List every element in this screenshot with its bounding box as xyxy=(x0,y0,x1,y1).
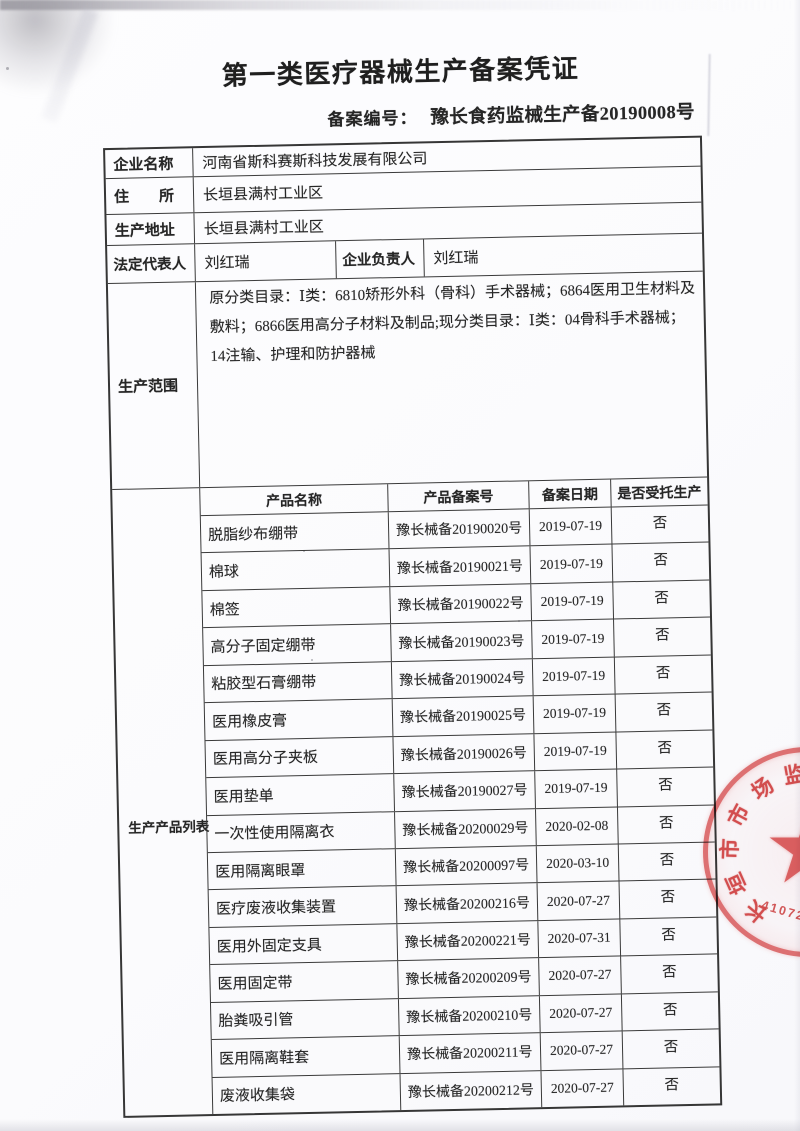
product-name-cell: 高分子固定绷带 xyxy=(210,637,316,657)
filing-number-line: 备案编号： 豫长食药监械生产备20190008号 xyxy=(327,98,695,132)
scan-bottom-edge xyxy=(0,1119,800,1131)
product-date-cell: 2020-02-08 xyxy=(534,806,618,846)
product-name-cell: 医用固定带 xyxy=(217,975,293,993)
official-seal: ★ 长 垣 市 市 场 监 41072 xyxy=(703,747,800,957)
product-name-cell: 医用橡皮膏 xyxy=(211,713,288,731)
seal-ring-char: 监 xyxy=(781,761,800,789)
product-filing-no-cell: 豫长械备20190020号 xyxy=(387,509,530,549)
header-filing-date: 备案日期 xyxy=(528,479,611,509)
scan-speck xyxy=(6,67,9,70)
product-list-label: 生产产品列表 xyxy=(128,819,210,836)
product-entrusted-cell: 否 xyxy=(615,730,714,769)
production-scope-row: 生产范围 原分类目录：Ⅰ类：6810矫形外科（骨科）手术器械；6864医用卫生材… xyxy=(107,270,708,489)
product-entrusted-cell: 否 xyxy=(613,617,711,657)
product-entrusted-cell: 否 xyxy=(616,767,714,806)
product-name-cell: 胎粪吸引管 xyxy=(218,1012,294,1031)
filing-number-value: 豫长食药监械生产备20190008号 xyxy=(430,102,696,129)
scan-corner-shadow xyxy=(0,0,115,95)
header-entrusted: 是否受托生产 xyxy=(610,477,708,507)
production-scope-label: 生产范围 xyxy=(117,378,179,396)
product-filing-no-cell: 豫长械备20200211号 xyxy=(398,1033,541,1073)
product-filing-no-cell: 豫长械备20190021号 xyxy=(388,546,531,587)
product-date-cell: 2019-07-19 xyxy=(531,657,615,696)
residence-label: 住 所 xyxy=(113,188,175,206)
product-date-cell: 2020-03-10 xyxy=(535,844,619,883)
scan-speck xyxy=(311,659,313,661)
product-name-cell: 脱脂纱布绷带 xyxy=(208,525,299,544)
product-name-cell: 废液收集袋 xyxy=(219,1087,296,1106)
product-filing-no-cell: 豫长械备20200029号 xyxy=(394,808,536,849)
scan-speck xyxy=(303,550,305,552)
product-filing-no-cell: 豫长械备20190022号 xyxy=(389,584,532,624)
product-filing-no-cell: 豫长械备20200209号 xyxy=(397,958,539,998)
certificate-table: 企业名称 河南省斯科赛斯科技发展有限公司 住 所 长垣县满村工业区 生产地址 长… xyxy=(103,135,723,1118)
product-name-cell: 医用垫单 xyxy=(213,788,274,806)
product-name-cell: 医用高分子夹板 xyxy=(212,750,319,769)
enterprise-manager-label: 企业负责人 xyxy=(335,239,424,279)
scan-right-edge xyxy=(794,0,800,1131)
header-product-filing-no: 产品备案号 xyxy=(387,481,529,512)
product-date-cell: 2020-07-31 xyxy=(537,919,621,958)
product-entrusted-cell: 否 xyxy=(618,879,717,919)
product-date-cell: 2020-07-27 xyxy=(539,1031,623,1070)
product-name-cell: 棉球 xyxy=(208,564,240,582)
product-date-cell: 2019-07-19 xyxy=(530,582,614,621)
product-entrusted-cell: 否 xyxy=(620,992,719,1031)
filing-number-label: 备案编号： xyxy=(327,108,418,130)
production-address-label: 生产地址 xyxy=(114,222,175,240)
product-filing-no-cell: 豫长械备20190024号 xyxy=(390,658,533,699)
product-entrusted-cell: 否 xyxy=(617,842,716,881)
product-date-cell: 2020-07-27 xyxy=(538,994,622,1033)
product-entrusted-cell: 否 xyxy=(614,692,713,732)
product-date-cell: 2020-07-27 xyxy=(538,956,621,995)
company-name-label: 企业名称 xyxy=(113,156,174,174)
product-filing-no-cell: 豫长械备20190025号 xyxy=(391,696,534,736)
scan-speck xyxy=(518,620,520,622)
product-entrusted-cell: 否 xyxy=(613,655,712,694)
product-entrusted-cell: 否 xyxy=(616,804,715,844)
product-filing-no-cell: 豫长械备20200216号 xyxy=(395,883,538,923)
legal-representative-label: 法定代表人 xyxy=(113,256,187,274)
product-entrusted-cell: 否 xyxy=(621,1029,720,1069)
product-date-cell: 2020-07-27 xyxy=(540,1069,624,1108)
product-filing-no-cell: 豫长械备20200210号 xyxy=(397,995,540,1036)
product-table: 产品名称 产品备案号 备案日期 是否受托生产 脱脂纱布绷带 豫长械备201900… xyxy=(199,477,721,1115)
product-name-cell: 一次性使用隔离衣 xyxy=(214,824,335,844)
product-name-cell: 医用隔离眼罩 xyxy=(215,862,306,881)
product-date-cell: 2019-07-19 xyxy=(528,507,612,546)
product-filing-no-cell: 豫长械备20190027号 xyxy=(393,771,535,811)
red-star-icon: ★ xyxy=(763,798,800,898)
product-entrusted-cell: 否 xyxy=(620,954,718,994)
product-date-cell: 2019-07-19 xyxy=(532,694,616,733)
product-name-cell: 医用外固定支具 xyxy=(216,937,322,956)
seal-ring-char: 市 xyxy=(717,838,743,860)
production-scope-value: 原分类目录：Ⅰ类：6810矫形外科（骨科）手术器械；6864医用卫生材料及敷料；… xyxy=(194,271,708,488)
page-title: 第一类医疗器械生产备案凭证 xyxy=(221,54,580,91)
product-entrusted-cell: 否 xyxy=(622,1066,721,1106)
product-entrusted-cell: 否 xyxy=(611,542,710,582)
header-product-name: 产品名称 xyxy=(265,493,323,510)
legal-representative-value: 刘红瑞 xyxy=(194,241,336,282)
product-name-cell: 医用隔离鞋套 xyxy=(219,1049,310,1068)
product-name-cell: 粘胶型石膏绷带 xyxy=(211,675,317,694)
product-date-cell: 2020-07-27 xyxy=(536,881,620,921)
product-date-cell: 2019-07-19 xyxy=(529,544,613,584)
product-date-cell: 2019-07-19 xyxy=(533,732,617,771)
product-name-cell: 棉签 xyxy=(209,601,240,619)
product-filing-no-cell: 豫长械备20190023号 xyxy=(390,621,532,661)
product-filing-no-cell: 豫长械备20200097号 xyxy=(394,846,537,886)
product-name-cell: 医疗废液收集装置 xyxy=(215,899,337,919)
enterprise-manager-value: 刘红瑞 xyxy=(423,233,703,277)
product-list-section: 生产产品列表 产品名称 产品备案号 备案日期 是否受托生产 脱脂纱布绷带 豫长 xyxy=(112,476,721,1116)
product-date-cell: 2019-07-19 xyxy=(534,769,617,808)
product-date-cell: 2019-07-19 xyxy=(531,619,614,658)
product-filing-no-cell: 豫长械备20200221号 xyxy=(396,921,539,961)
product-filing-no-cell: 豫长械备20190026号 xyxy=(392,733,535,774)
product-entrusted-cell: 否 xyxy=(610,505,709,544)
product-filing-no-cell: 豫长械备20200212号 xyxy=(399,1070,542,1111)
scan-top-edge xyxy=(0,0,800,10)
product-entrusted-cell: 否 xyxy=(612,580,711,619)
